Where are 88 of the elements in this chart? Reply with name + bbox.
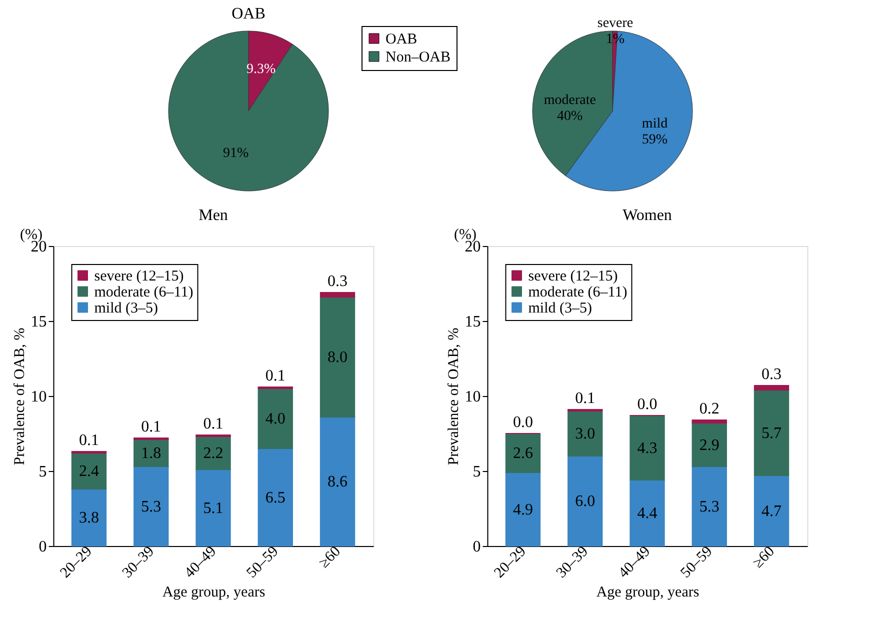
chart-title: Men: [198, 207, 228, 224]
legend-label: mild (3–5): [528, 300, 592, 316]
data-label: 2.9: [699, 436, 720, 454]
bar: [630, 480, 665, 546]
chart-title: OAB: [232, 6, 266, 22]
bar: [196, 469, 231, 546]
legend-label: severe (12–15): [528, 268, 618, 284]
x-axis-title: Age group, years: [596, 584, 700, 601]
slice-label: moderate: [544, 93, 596, 108]
data-label: 0.3: [328, 272, 348, 290]
bar: [320, 416, 356, 546]
bar: [258, 448, 293, 546]
bar: [754, 475, 790, 546]
data-label: 6.5: [265, 489, 286, 506]
bar: [71, 488, 107, 546]
y-tick-label: 15: [30, 314, 47, 330]
data-label: 3.8: [78, 510, 99, 526]
data-label: 0.1: [141, 418, 162, 436]
x-tick-label: ≥60: [316, 544, 344, 572]
legend-label: OAB: [386, 32, 418, 48]
data-label: 2.2: [203, 445, 224, 462]
bar: [71, 452, 107, 490]
data-label: 59%: [642, 132, 668, 148]
data-label: 0.2: [699, 400, 720, 418]
data-label: 2.4: [78, 463, 99, 480]
bar: [320, 292, 356, 298]
bar: [754, 385, 790, 390]
data-label: 6.0: [575, 493, 596, 510]
legend-label: moderate (6–11): [528, 284, 628, 300]
legend-label: severe (12–15): [94, 268, 184, 284]
legend-label: moderate (6–11): [94, 284, 194, 300]
data-label: 0.3: [762, 366, 782, 383]
data-label: 0.0: [512, 414, 533, 431]
bar: [505, 472, 541, 546]
bar: [692, 422, 727, 467]
bar: [630, 415, 665, 480]
data-label: 4.7: [762, 502, 782, 520]
data-label: 4.0: [265, 410, 286, 428]
legend-label: Non–OAB: [386, 50, 451, 66]
bar: [692, 466, 727, 546]
y-tick-label: 15: [464, 314, 481, 330]
y-tick-label: 0: [472, 538, 481, 556]
data-label: 91%: [223, 146, 250, 162]
y-axis-title: Prevalence of OAB, %: [12, 328, 28, 466]
bar: [568, 410, 603, 456]
data-label: 0.1: [78, 432, 99, 449]
text: (%): [20, 227, 42, 243]
y-tick-label: 10: [464, 388, 481, 406]
data-label: 9.3%: [246, 62, 276, 77]
data-label: 1%: [606, 32, 625, 48]
data-label: 4.4: [637, 505, 658, 522]
bar: [505, 433, 541, 473]
bar: [258, 388, 293, 449]
data-label: 2.6: [512, 445, 533, 462]
slice-label: severe: [597, 16, 634, 32]
data-label: 40%: [557, 109, 584, 124]
x-tick-label: ≥60: [750, 544, 778, 572]
data-label: 5.3: [141, 498, 162, 516]
data-label: 5.1: [203, 500, 224, 517]
pie-slice: [168, 30, 329, 192]
bar: [568, 456, 603, 546]
data-label: 1.8: [141, 445, 162, 462]
bar: [320, 296, 356, 418]
slice-label: mild: [642, 116, 668, 132]
data-label: 0.1: [575, 390, 596, 407]
data-label: 5.7: [762, 424, 782, 442]
data-label: 8.6: [328, 474, 348, 490]
y-tick-label: 5: [38, 464, 47, 480]
y-tick-label: 0: [38, 538, 47, 556]
data-label: 0.1: [203, 415, 224, 432]
legend-label: mild (3–5): [94, 300, 158, 316]
chart-title: Women: [622, 207, 672, 224]
bar: [754, 390, 790, 476]
y-tick-label: 5: [472, 464, 481, 480]
text: (%): [454, 227, 476, 243]
bar: [692, 420, 727, 424]
bar: [196, 436, 231, 470]
x-axis-title: Age group, years: [162, 584, 266, 601]
data-label: 8.0: [328, 349, 348, 366]
data-label: 5.3: [699, 498, 720, 516]
y-tick-label: 10: [30, 388, 47, 406]
data-label: 3.0: [575, 426, 596, 442]
data-label: 0.1: [265, 367, 286, 384]
bar: [134, 466, 169, 546]
data-label: 4.3: [637, 440, 658, 457]
data-label: 0.0: [637, 396, 658, 413]
y-axis-title: Prevalence of OAB, %: [446, 328, 462, 466]
data-label: 4.9: [512, 501, 533, 518]
